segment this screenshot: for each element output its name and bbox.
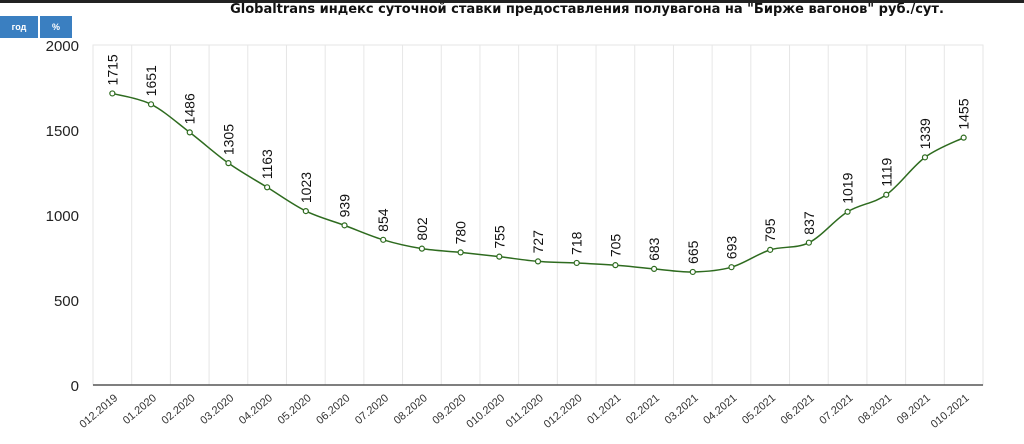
x-tick-label: 01.2020 (121, 392, 159, 427)
data-label: 854 (375, 208, 391, 232)
data-label: 795 (762, 218, 778, 242)
data-point (689, 268, 696, 276)
percent-button[interactable]: % (40, 16, 72, 38)
x-tick-label: 05.2020 (276, 392, 314, 427)
x-tick-label: 03.2021 (663, 392, 701, 427)
data-point (380, 236, 387, 243)
x-tick-label: 012.2020 (542, 392, 585, 431)
year-button[interactable]: год (0, 16, 38, 38)
y-tick-label: 2000 (46, 38, 79, 55)
data-point (418, 245, 426, 252)
data-point (573, 259, 580, 267)
x-tick-label: 010.2021 (929, 392, 972, 431)
x-tick-label: 011.2020 (504, 392, 546, 430)
data-point (805, 239, 812, 246)
x-tick-label: 08.2020 (392, 392, 430, 427)
data-label: 1119 (878, 157, 894, 186)
x-tick-label: 03.2020 (198, 392, 236, 427)
x-tick-label: 05.2021 (740, 392, 778, 427)
data-label: 1019 (840, 172, 856, 203)
y-tick-label: 1000 (46, 208, 79, 225)
data-label: 780 (453, 221, 469, 245)
data-label: 1486 (182, 93, 198, 124)
x-tick-label: 07.2020 (353, 392, 391, 427)
x-tick-label: 01.2021 (585, 392, 623, 427)
data-point (960, 134, 967, 141)
data-point (921, 154, 929, 161)
x-tick-label: 010.2020 (464, 392, 507, 431)
data-label: 1651 (143, 65, 159, 96)
x-tick-label: 07.2021 (817, 392, 855, 427)
data-point (109, 90, 116, 97)
data-point (883, 191, 890, 198)
x-tick-label: 012.2019 (77, 392, 120, 431)
y-tick-label: 500 (54, 293, 79, 310)
chart-title: Globaltrans индекс суточной ставки предо… (230, 2, 944, 17)
x-tick-label: 06.2020 (314, 392, 352, 427)
plot-area (92, 44, 984, 386)
y-tick-label: 1500 (46, 123, 79, 140)
data-label: 683 (646, 237, 662, 261)
data-label: 1455 (956, 98, 972, 129)
data-point (844, 208, 851, 215)
y-tick-label: 0 (71, 378, 79, 395)
data-point (186, 129, 193, 136)
data-label: 705 (607, 234, 623, 258)
data-label: 939 (337, 194, 353, 218)
data-label: 693 (723, 236, 739, 260)
data-point (728, 264, 735, 271)
data-point (225, 160, 232, 167)
data-point (264, 184, 271, 191)
x-tick-label: 02.2021 (624, 392, 662, 427)
data-point (650, 265, 658, 272)
x-tick-label: 09.2020 (430, 392, 468, 427)
x-tick-label: 02.2020 (159, 392, 197, 427)
data-label: 1715 (104, 54, 120, 85)
x-tick-label: 06.2021 (779, 392, 817, 427)
data-point (612, 262, 619, 269)
data-label: 1163 (259, 149, 275, 179)
x-tick-label: 04.2021 (701, 392, 739, 427)
data-point (341, 222, 348, 229)
x-tick-label: 04.2020 (237, 392, 275, 427)
data-point (302, 207, 309, 215)
data-label: 1023 (298, 172, 314, 203)
data-label: 1339 (917, 118, 933, 149)
data-point (496, 253, 503, 260)
top-border (0, 0, 1024, 3)
data-label: 727 (530, 230, 546, 254)
data-label: 802 (414, 217, 430, 241)
data-point (457, 249, 464, 256)
data-point (534, 258, 542, 265)
data-point (767, 246, 774, 253)
data-label: 755 (491, 225, 507, 249)
data-label: 837 (801, 211, 817, 235)
data-label: 665 (685, 240, 701, 264)
x-tick-label: 09.2021 (895, 392, 933, 427)
data-label: 1305 (220, 124, 236, 155)
data-point (147, 101, 155, 108)
x-tick-label: 08.2021 (856, 392, 894, 427)
data-label: 718 (569, 231, 585, 255)
